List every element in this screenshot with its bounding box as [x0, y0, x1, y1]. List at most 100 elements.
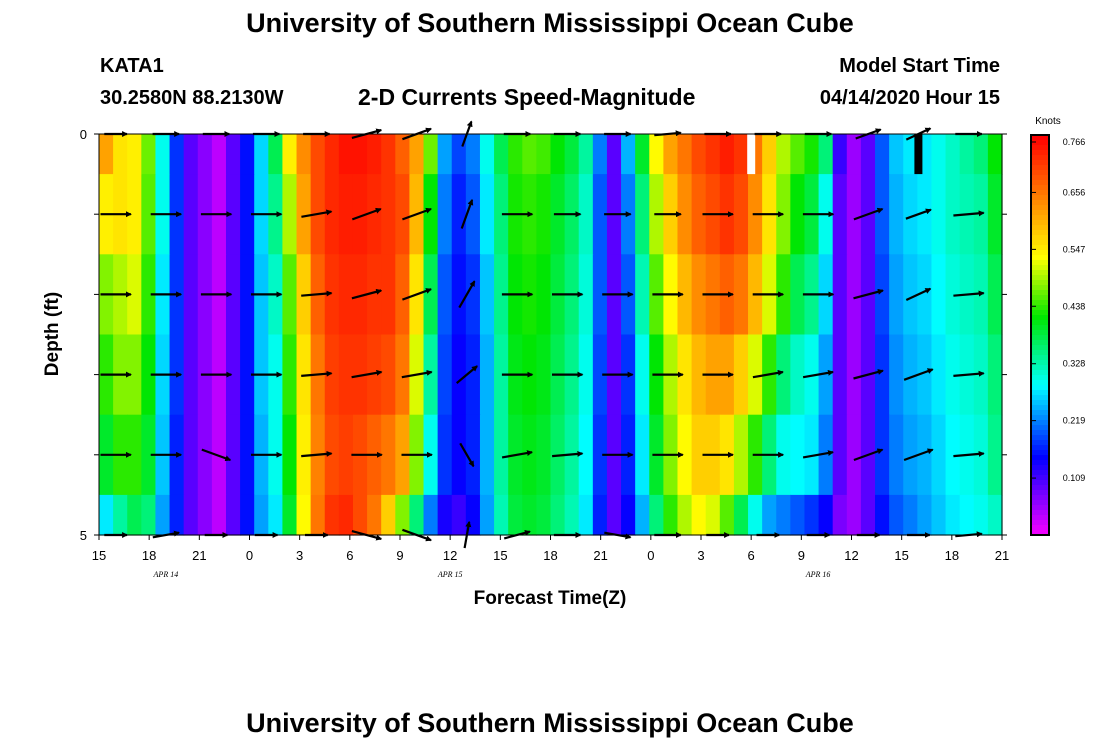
heatmap-cell [790, 254, 806, 336]
heatmap-cell [592, 174, 608, 255]
heatmap-cell [621, 134, 636, 175]
colorbar-swatch [1031, 270, 1049, 276]
colorbar-swatch [1031, 510, 1049, 516]
heatmap-cell [465, 134, 481, 175]
colorbar-swatch [1031, 415, 1049, 421]
heatmap-cell [437, 174, 453, 255]
heatmap-cell [606, 494, 622, 536]
heatmap-cell [240, 174, 255, 255]
colorbar-swatch [1031, 150, 1049, 156]
heatmap-cell [451, 414, 467, 496]
colorbar-swatch [1031, 340, 1049, 346]
heatmap-cell [522, 134, 537, 175]
heatmap-cell [395, 494, 411, 536]
colorbar-swatch [1031, 355, 1049, 361]
heatmap-cell [903, 414, 918, 496]
colorbar-swatch [1031, 155, 1049, 161]
colorbar-swatch [1031, 360, 1049, 366]
heatmap-cell [338, 334, 354, 416]
colorbar-swatch [1031, 185, 1049, 191]
colorbar-swatch [1031, 435, 1049, 441]
current-arrow [459, 442, 475, 468]
heatmap-cell [536, 134, 552, 175]
heatmap-cell [127, 174, 142, 255]
colorbar-swatch [1031, 330, 1049, 336]
heatmap-cell [451, 334, 467, 416]
heatmap-cell [550, 134, 566, 175]
x-tick-label: 12 [844, 548, 858, 563]
colorbar-swatch [1031, 195, 1049, 201]
heatmap-cell [945, 494, 961, 536]
date-label: APR 15 [437, 570, 463, 579]
heatmap-cell [677, 134, 693, 175]
colorbar-swatch [1031, 285, 1049, 291]
colorbar-swatch [1031, 385, 1049, 391]
heatmap-cell [423, 334, 439, 416]
heatmap-cell [352, 174, 368, 255]
heatmap-cell [832, 494, 848, 536]
heatmap-cell [381, 334, 396, 416]
heatmap-cell [381, 414, 396, 496]
heatmap-cell [211, 134, 227, 175]
heatmap-cell [818, 134, 834, 175]
heatmap-cell [367, 134, 382, 175]
heatmap-cell [409, 134, 425, 175]
colorbar-swatch [1031, 255, 1049, 261]
missing-data-marker [747, 134, 756, 175]
heatmap-cell [494, 414, 509, 496]
current-arrow [402, 207, 432, 221]
heatmap-cell [832, 134, 848, 175]
heatmap-cell [649, 134, 664, 175]
x-axis-title: Forecast Time(Z) [474, 588, 627, 609]
speed-heatmap [99, 134, 1003, 536]
colorbar-swatch [1031, 440, 1049, 446]
heatmap-cell [987, 334, 1003, 416]
heatmap-cell [127, 134, 142, 175]
heatmap-cell [846, 174, 862, 255]
heatmap-cell [635, 254, 650, 336]
colorbar-tick-label: 0.547 [1063, 244, 1086, 254]
heatmap-cell [324, 254, 340, 336]
heatmap-cell [465, 174, 481, 255]
heatmap-cell [889, 254, 904, 336]
date-label: APR 14 [153, 570, 179, 579]
heatmap-cell [240, 254, 255, 336]
heatmap-cell [127, 414, 142, 496]
heatmap-cell [578, 414, 594, 496]
heatmap-cell [691, 174, 707, 255]
heatmap-cell [141, 334, 157, 416]
heatmap-cell [945, 334, 961, 416]
heatmap-cell [903, 134, 918, 175]
colorbar-tick-label: 0.438 [1063, 301, 1086, 311]
heatmap-cell [635, 494, 650, 536]
heatmap-cell [451, 174, 467, 255]
heatmap-cell [296, 494, 312, 536]
date-label: APR 16 [805, 570, 831, 579]
heatmap-cell [945, 174, 961, 255]
heatmap-cell [479, 414, 495, 496]
colorbar-swatch [1031, 200, 1049, 206]
heatmap-cell [494, 134, 509, 175]
heatmap-cell [225, 334, 241, 416]
heatmap-cell [494, 174, 509, 255]
colorbar-swatch [1031, 135, 1049, 141]
heatmap-cell [663, 494, 679, 536]
heatmap-cell [437, 494, 453, 536]
heatmap-cell [578, 494, 594, 536]
heatmap-cell [99, 494, 114, 536]
heatmap-cell [113, 134, 128, 175]
colorbar-swatch [1031, 515, 1049, 521]
heatmap-cell [352, 134, 368, 175]
heatmap-cell [99, 134, 114, 175]
colorbar-swatch [1031, 485, 1049, 491]
x-tick-label: 21 [192, 548, 206, 563]
x-tick-label: 6 [748, 548, 755, 563]
current-vector-arrows [100, 120, 985, 549]
x-tick-label: 15 [894, 548, 908, 563]
heatmap-cell [592, 254, 608, 336]
heatmap-cell [268, 494, 284, 536]
heatmap-cell [225, 174, 241, 255]
heatmap-cell [197, 414, 213, 496]
heatmap-cell [677, 414, 693, 496]
heatmap-cell [846, 254, 862, 336]
